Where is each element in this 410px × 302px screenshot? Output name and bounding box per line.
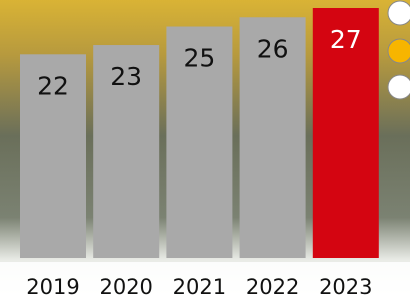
x-tick-label: 2022 (246, 275, 299, 299)
x-tick-label: 2021 (173, 275, 226, 299)
x-tick-label: 2020 (99, 275, 152, 299)
pager-dot[interactable] (388, 39, 410, 63)
pager-dot[interactable] (388, 75, 410, 99)
pager-dot[interactable] (388, 1, 410, 25)
value-label: 23 (110, 62, 142, 91)
value-label: 26 (257, 34, 289, 63)
pager (388, 1, 410, 99)
value-label: 27 (330, 25, 362, 54)
x-tick-label: 2019 (26, 275, 79, 299)
x-tick-label: 2023 (319, 275, 372, 299)
chart: 22 2019 23 2020 25 2021 26 2022 27 2023 (0, 0, 410, 302)
value-label: 25 (183, 44, 215, 73)
value-label: 22 (37, 71, 69, 100)
